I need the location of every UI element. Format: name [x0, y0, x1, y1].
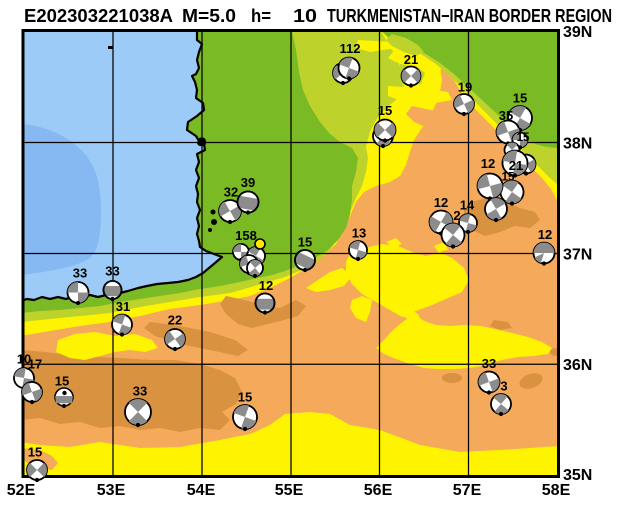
svg-text:15: 15	[513, 91, 527, 106]
svg-text:55E: 55E	[275, 482, 304, 499]
svg-text:31: 31	[116, 299, 130, 314]
svg-text:53E: 53E	[97, 482, 126, 499]
svg-text:h=: h=	[251, 6, 271, 26]
svg-text:14: 14	[460, 198, 475, 213]
svg-text:56E: 56E	[364, 482, 393, 499]
svg-text:12: 12	[481, 156, 495, 171]
svg-text:19: 19	[458, 80, 472, 95]
svg-text:37N: 37N	[563, 247, 592, 264]
svg-text:58E: 58E	[542, 482, 571, 499]
svg-text:12: 12	[538, 227, 552, 242]
svg-text:12: 12	[259, 278, 273, 293]
svg-text:12: 12	[434, 195, 448, 210]
svg-text:22: 22	[168, 313, 182, 328]
svg-text:M=5.0: M=5.0	[182, 6, 236, 26]
svg-text:39: 39	[241, 175, 255, 190]
svg-text:158: 158	[235, 228, 257, 243]
svg-text:33: 33	[105, 264, 119, 279]
svg-text:10: 10	[17, 352, 31, 367]
svg-text:33: 33	[73, 266, 87, 281]
svg-text:52E: 52E	[7, 482, 36, 499]
svg-text:15: 15	[55, 374, 69, 389]
svg-text:33: 33	[482, 356, 496, 371]
svg-text:15: 15	[517, 132, 530, 144]
svg-text:35: 35	[499, 108, 513, 123]
svg-text:112: 112	[340, 41, 361, 56]
svg-text:54E: 54E	[187, 482, 216, 499]
svg-text:13: 13	[352, 226, 366, 241]
svg-text:15: 15	[502, 172, 515, 184]
svg-text:15: 15	[378, 103, 392, 118]
svg-text:10: 10	[293, 6, 317, 26]
svg-text:21: 21	[404, 52, 418, 67]
svg-text:15: 15	[238, 390, 252, 405]
svg-text:33: 33	[133, 384, 147, 399]
svg-text:E202303221038A: E202303221038A	[24, 6, 173, 26]
svg-text:15: 15	[28, 445, 42, 460]
svg-text:35N: 35N	[563, 467, 592, 484]
svg-text:39N: 39N	[563, 24, 592, 41]
svg-text:2: 2	[453, 208, 460, 223]
svg-text:36N: 36N	[563, 357, 592, 374]
svg-text:57E: 57E	[453, 482, 482, 499]
svg-text:21: 21	[509, 158, 523, 173]
svg-text:38N: 38N	[563, 136, 592, 153]
svg-text:3: 3	[500, 379, 507, 394]
svg-text:17: 17	[28, 357, 42, 372]
svg-text:32: 32	[224, 185, 238, 200]
svg-text:15: 15	[298, 235, 312, 250]
svg-text:TURKMENISTAN−IRAN BORDER REGIO: TURKMENISTAN−IRAN BORDER REGION	[327, 6, 612, 26]
